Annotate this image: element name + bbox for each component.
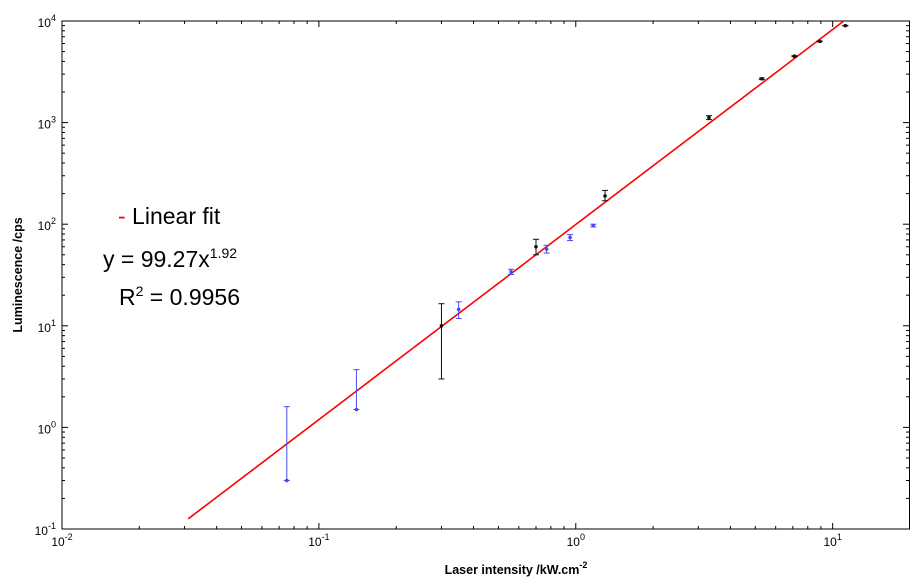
y-tick-label: 100 — [38, 419, 56, 436]
fit-r-squared: R2 = 0.9956 — [119, 284, 240, 309]
data-point-group — [705, 115, 712, 121]
y-tick-label: 10-1 — [35, 521, 56, 538]
axis-ticks — [61, 20, 909, 530]
data-point — [843, 23, 848, 28]
y-tick-label-base: 10 — [38, 219, 52, 233]
y-tick-label-base: 10 — [35, 524, 49, 538]
plot-area-frame — [61, 20, 910, 530]
fit-annotation: - Linear fit — [118, 205, 220, 228]
data-point — [439, 324, 444, 328]
x-tick-label: 100 — [567, 532, 585, 549]
y-tick-label-base: 10 — [38, 321, 52, 335]
data-point — [509, 270, 513, 274]
y-tick-label-exp: 0 — [51, 419, 56, 429]
fit-equation-base: y = 99.27x — [103, 246, 210, 272]
data-point-group — [816, 39, 823, 44]
data-point-group — [283, 406, 290, 483]
y-tick-label-exp: 1 — [51, 318, 56, 328]
data-point — [544, 247, 549, 251]
y-tick-label: 101 — [38, 318, 56, 335]
y-tick-label-exp: 3 — [51, 115, 56, 125]
data-point-group — [455, 301, 462, 319]
data-point-group — [602, 189, 609, 202]
y-tick-label-base: 10 — [38, 118, 52, 132]
data-point-group — [438, 303, 445, 380]
x-tick-label-base: 10 — [823, 535, 837, 549]
data-point-group — [842, 23, 849, 28]
y-tick-label: 102 — [38, 216, 56, 233]
data-point — [591, 223, 596, 228]
x-axis-label: Laser intensity /kW.cm-2 — [445, 560, 588, 577]
data-point — [284, 478, 289, 483]
r-squared-sup: 2 — [135, 283, 144, 299]
r-squared-value: = 0.9956 — [143, 284, 240, 310]
data-point-group — [353, 369, 360, 412]
x-axis-label-text: Laser intensity /kW.cm — [445, 563, 580, 577]
x-tick-label: 10-2 — [51, 532, 72, 549]
data-point-group — [758, 76, 765, 81]
fit-equation-exponent: 1.92 — [209, 245, 238, 261]
data-point — [707, 115, 711, 120]
x-tick-label: 10-1 — [308, 532, 329, 549]
y-axis-label: Luminescence /cps — [11, 217, 25, 332]
y-tick-label-exp: 4 — [51, 13, 56, 23]
x-tick-label-exp: 1 — [837, 532, 842, 542]
data-point — [603, 194, 607, 198]
x-tick-label-exp: 0 — [580, 532, 585, 542]
x-tick-label-base: 10 — [567, 535, 581, 549]
data-point-group — [590, 223, 597, 228]
x-tick-labels: 10-2 10-1 100 101 — [51, 532, 842, 549]
y-tick-label-base: 10 — [38, 422, 52, 436]
data-point — [568, 235, 572, 240]
fit-legend-label: Linear fit — [125, 203, 221, 229]
data-point-group — [543, 244, 550, 254]
data-point — [354, 407, 359, 412]
data-point-group — [532, 238, 539, 256]
data-point-group — [567, 234, 574, 242]
x-tick-label: 101 — [823, 532, 841, 549]
data-point — [760, 76, 764, 81]
x-tick-label-base: 10 — [51, 535, 65, 549]
r-squared-r: R — [119, 284, 136, 310]
y-tick-label-exp: -1 — [48, 521, 56, 531]
y-tick-label-base: 10 — [38, 16, 52, 30]
fit-line — [187, 20, 844, 520]
x-tick-label-exp: -1 — [322, 532, 330, 542]
data-point-group — [508, 268, 515, 275]
y-tick-label: 103 — [38, 115, 56, 132]
x-tick-label-base: 10 — [308, 535, 322, 549]
x-tick-label-exp: -2 — [65, 532, 73, 542]
fit-legend-dash: - — [118, 203, 126, 229]
data-point — [534, 244, 538, 249]
x-axis-label-sup: -2 — [579, 560, 587, 570]
y-tick-label-exp: 2 — [51, 216, 56, 226]
data-points — [283, 23, 849, 483]
data-point-group — [791, 54, 798, 59]
fit-equation: y = 99.27x1.92 — [103, 246, 237, 271]
data-point — [456, 307, 461, 312]
y-tick-label: 104 — [38, 13, 56, 30]
data-point — [792, 54, 797, 59]
data-point — [817, 39, 822, 44]
